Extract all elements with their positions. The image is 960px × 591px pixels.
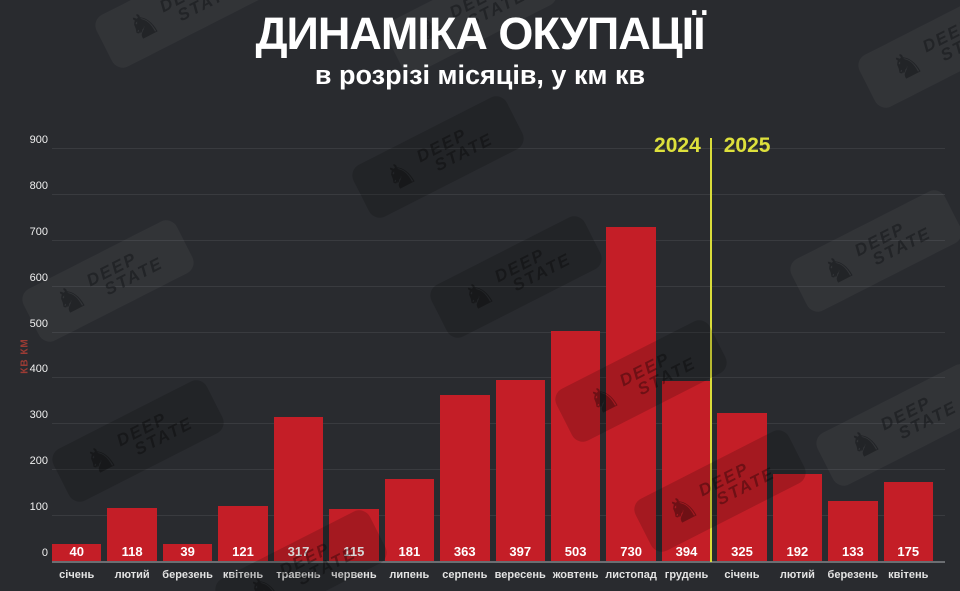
bar-column: 40 січень bbox=[52, 149, 102, 581]
bar-value-label: 133 bbox=[841, 544, 864, 559]
y-tick-label: 200 bbox=[29, 455, 48, 468]
month-label: вересень bbox=[494, 569, 546, 581]
month-label: червень bbox=[331, 569, 377, 581]
y-tick-label: 100 bbox=[29, 501, 48, 514]
bar-value-label: 363 bbox=[453, 544, 476, 559]
month-label: лютий bbox=[114, 569, 150, 581]
bar-value-label: 175 bbox=[897, 544, 920, 559]
bar-value-label: 40 bbox=[69, 544, 84, 559]
y-tick-label: 0 bbox=[41, 547, 48, 559]
bar-value-label: 503 bbox=[564, 544, 587, 559]
bar-column: 175 квітень bbox=[883, 149, 933, 581]
bar bbox=[384, 478, 435, 562]
bar-value-label: 325 bbox=[731, 544, 753, 559]
bar bbox=[52, 543, 102, 562]
bar bbox=[218, 506, 268, 562]
month-label: лютий bbox=[779, 569, 815, 581]
bar-value-label: 192 bbox=[786, 544, 809, 559]
bar bbox=[495, 379, 545, 562]
header: ДИНАМІКА ОКУПАЦІЇ в розрізі місяців, у к… bbox=[0, 10, 960, 91]
month-label: березень bbox=[827, 569, 879, 581]
bar-column: 363 серпень bbox=[440, 149, 490, 581]
bar-value-label: 118 bbox=[121, 544, 143, 559]
bar bbox=[550, 331, 601, 562]
bar-column: 317 травень bbox=[273, 149, 324, 581]
month-label: липень bbox=[389, 569, 430, 581]
bar-value-label: 397 bbox=[509, 544, 532, 559]
bar-column: 115 червень bbox=[329, 149, 379, 581]
bar-value-label: 181 bbox=[398, 544, 421, 559]
year-label-2024: 2024 bbox=[654, 134, 701, 157]
page-title: ДИНАМІКА ОКУПАЦІЇ bbox=[255, 8, 705, 59]
page-subtitle: в розрізі місяців, у км кв bbox=[314, 60, 646, 91]
y-tick-label: 300 bbox=[29, 409, 48, 422]
y-tick-label: 800 bbox=[29, 179, 48, 192]
month-label: грудень bbox=[664, 569, 709, 581]
bar bbox=[717, 412, 767, 562]
month-label: квітень bbox=[222, 569, 264, 581]
y-tick-label: 600 bbox=[29, 271, 48, 284]
bar-value-label: 115 bbox=[343, 544, 365, 559]
bar-column: 192 лютий bbox=[772, 149, 823, 581]
year-label-2025: 2025 bbox=[723, 134, 771, 157]
bar-value-label: 317 bbox=[287, 544, 310, 559]
gridline bbox=[52, 148, 945, 149]
bar-column: 394 грудень bbox=[661, 149, 712, 581]
bar bbox=[329, 509, 379, 562]
bar-value-label: 121 bbox=[232, 544, 254, 559]
y-tick-label: 400 bbox=[29, 363, 48, 376]
bar-column: 730 листопад bbox=[605, 149, 657, 581]
month-label: жовтень bbox=[552, 569, 599, 581]
bar bbox=[273, 416, 324, 562]
bar-value-label: 39 bbox=[180, 544, 195, 559]
bar bbox=[883, 481, 933, 562]
bar-column: 133 березень bbox=[828, 149, 878, 581]
month-label: січень bbox=[59, 569, 95, 581]
month-label: квітень bbox=[888, 569, 929, 581]
y-tick-label: 900 bbox=[29, 134, 48, 146]
bar bbox=[440, 395, 490, 562]
month-label: травень bbox=[276, 569, 321, 581]
gridline bbox=[52, 193, 945, 195]
year-divider-line bbox=[709, 138, 712, 562]
y-tick-label: 700 bbox=[29, 225, 48, 238]
month-label: серпень bbox=[442, 569, 488, 581]
bar-value-label: 394 bbox=[675, 544, 698, 559]
month-label: січень bbox=[724, 569, 760, 581]
bar-column: 181 липень bbox=[384, 149, 435, 581]
x-axis-line bbox=[52, 561, 945, 563]
bar bbox=[107, 507, 157, 562]
y-axis-ticks: 0 100 200 300 400 500 600 700 800 900 bbox=[6, 135, 48, 562]
y-axis-unit-label: КВ КМ bbox=[19, 337, 31, 374]
bar-value-label: 730 bbox=[620, 544, 642, 559]
bar-column: 397 вересень bbox=[495, 149, 546, 581]
gridline bbox=[52, 285, 945, 287]
bar-column: 118 лютий bbox=[107, 149, 157, 581]
month-label: березень bbox=[162, 569, 213, 581]
bar bbox=[606, 227, 656, 562]
bar-column: 325 січень bbox=[717, 149, 767, 581]
bar-column: 503 жовтень bbox=[550, 149, 601, 581]
gridline bbox=[52, 331, 945, 333]
gridline bbox=[52, 239, 945, 241]
bar bbox=[162, 544, 213, 562]
bar-columns: 2024 2025 40 січень 118 лютий 39 березен… bbox=[52, 134, 933, 581]
bar bbox=[828, 500, 878, 562]
bar-column: 121 квітень bbox=[218, 149, 268, 581]
bar bbox=[772, 473, 823, 562]
bar-column: 39 березень bbox=[162, 149, 213, 581]
month-label: листопад bbox=[605, 569, 657, 581]
bar bbox=[661, 381, 712, 562]
bar-chart: 0 100 200 300 400 500 600 700 800 900 КВ КМ 2024 … bbox=[19, 134, 945, 581]
gridline bbox=[52, 377, 945, 379]
y-tick-label: 500 bbox=[29, 317, 48, 330]
